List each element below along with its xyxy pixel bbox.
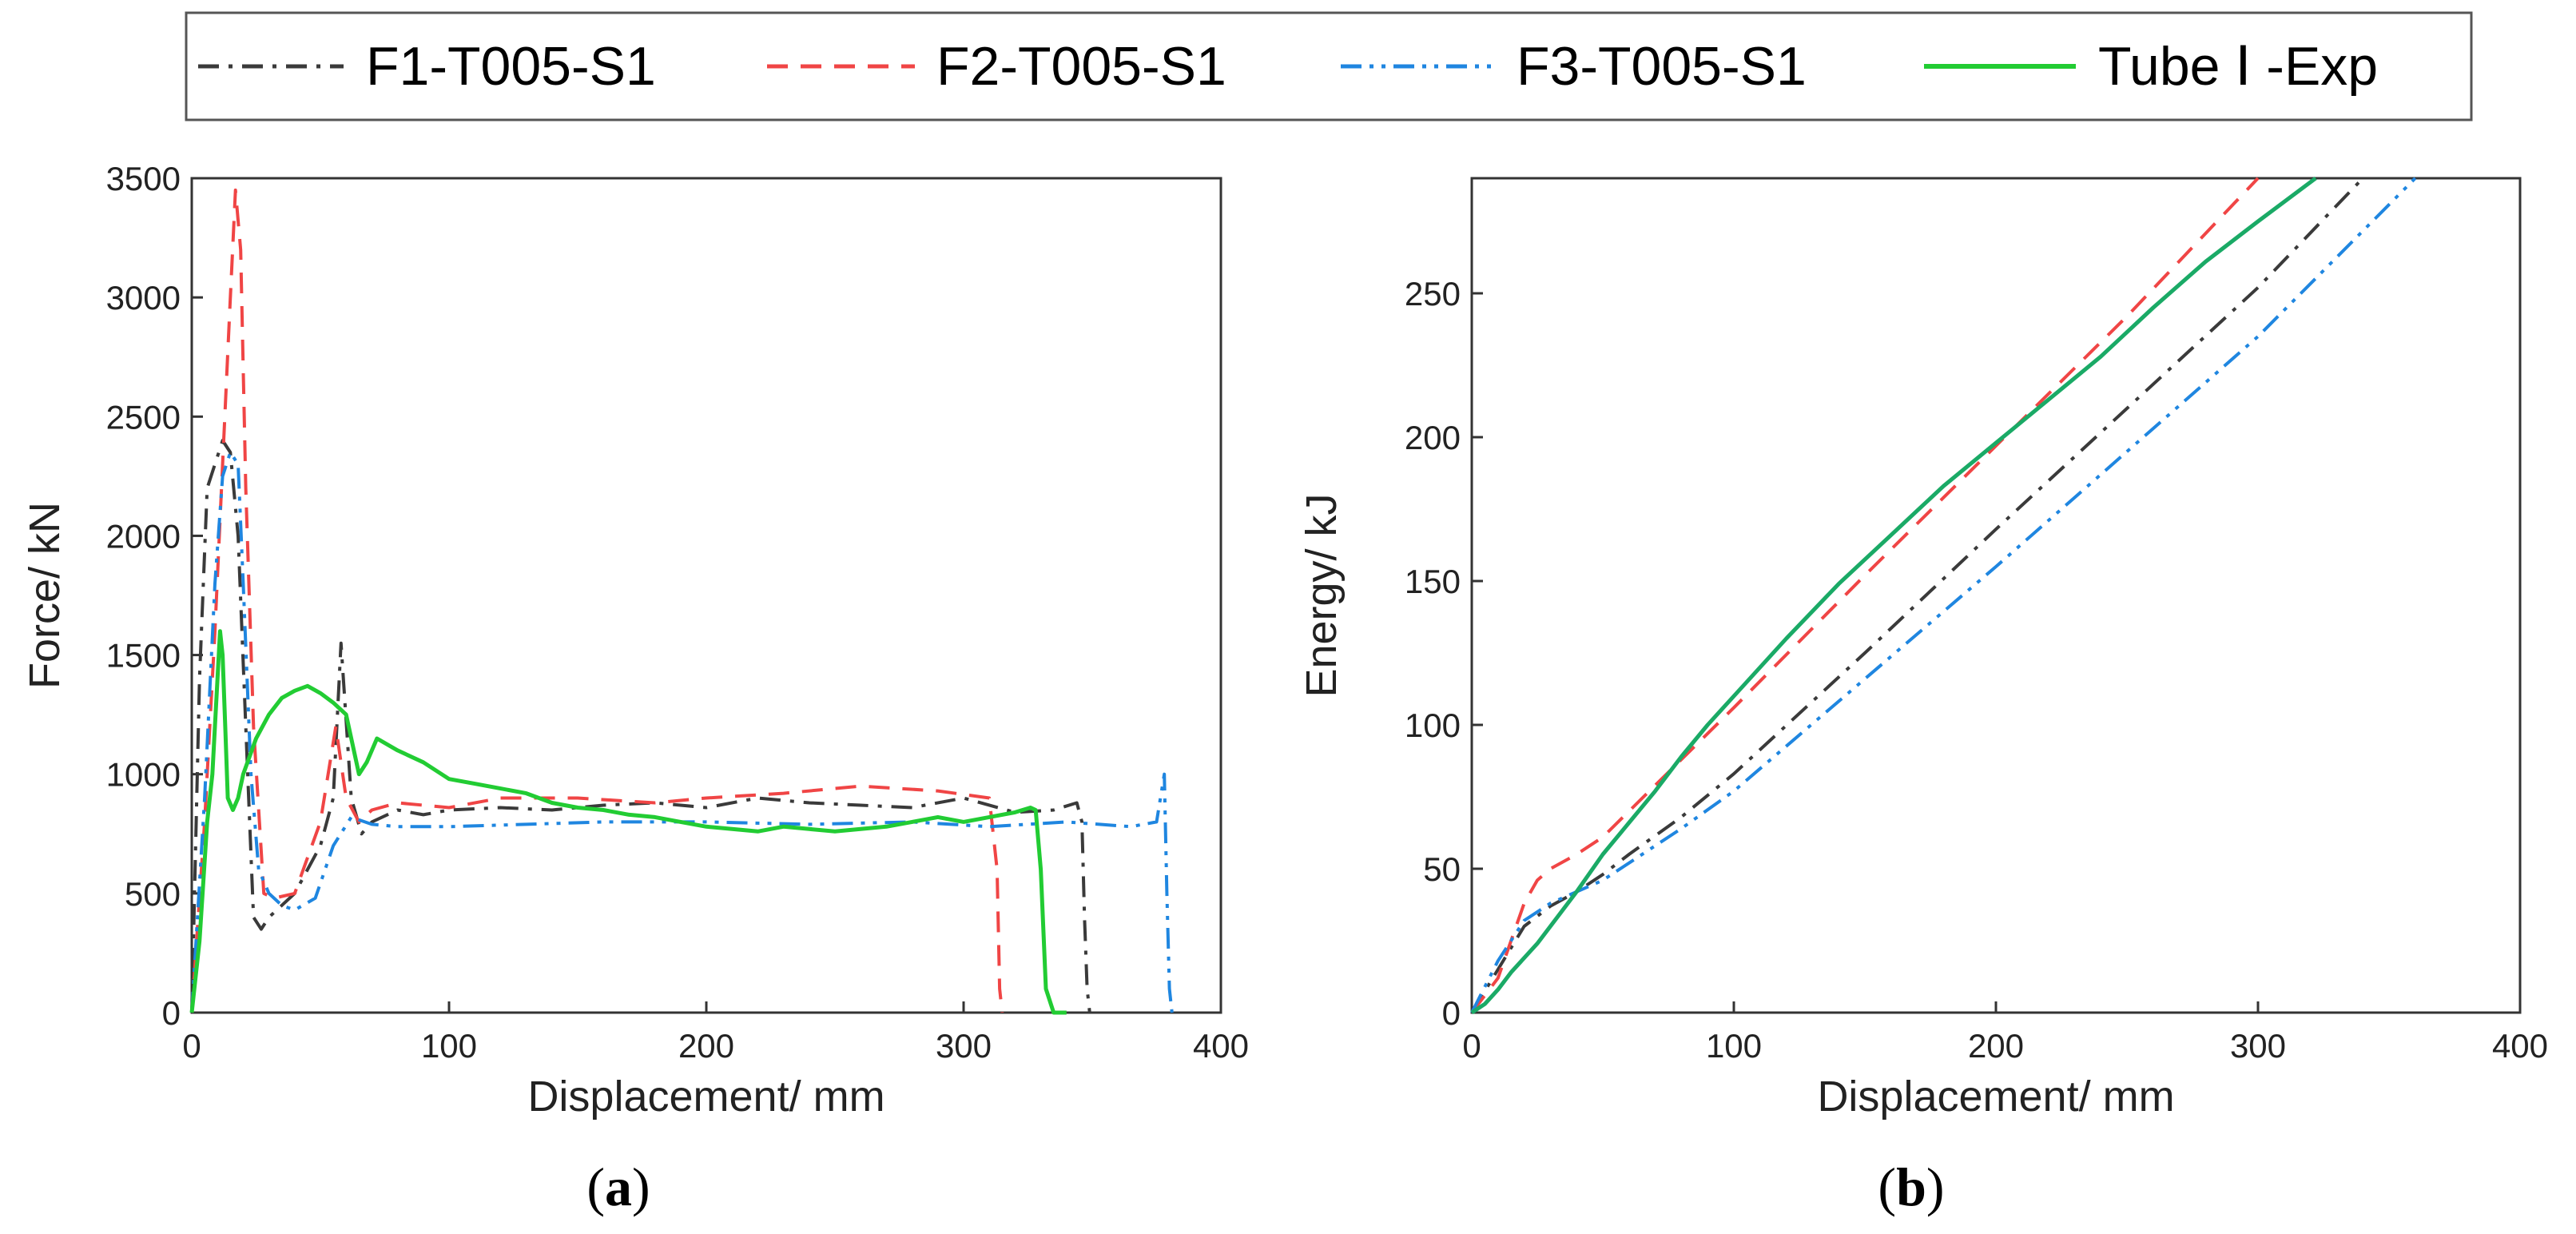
legend-label-f1: F1-T005-S1 [366,36,656,97]
chart-a-x-tick-label: 200 [678,1027,734,1065]
legend: F1-T005-S1 F2-T005-S1 F3-T005-S1 Tube Ⅰ … [185,11,2473,121]
legend-label-exp: Tube Ⅰ -Exp [2098,36,2378,97]
caption-a: (a) [586,1156,650,1217]
caption-a-close: ) [632,1156,650,1217]
chart-a-y-ticks: 0 500 1000 1500 2000 2500 3000 3500 [106,160,203,1032]
chart-b-y-tick-label: 150 [1405,563,1461,600]
chart-b: 0 50 100 150 200 250 0 100 200 300 400 Displaceme… [1298,176,2548,1121]
chart-a-series-3 [190,451,1174,1013]
caption-b-open: ( [1878,1156,1896,1217]
chart-b-x-tick-label: 400 [2492,1027,2548,1065]
chart-b-y-tick-label: 250 [1405,275,1461,312]
chart-b-x-tick-label: 100 [1706,1027,1762,1065]
chart-b-series [1470,176,2417,1015]
chart-b-series-1 [1470,177,2364,1014]
chart-a-x-tick-label: 100 [421,1027,477,1065]
chart-b-y-tick-label: 100 [1405,707,1461,744]
chart-b-y-ticks: 0 50 100 150 200 250 [1405,275,1483,1032]
chart-a-x-ticks: 0 100 200 300 400 [182,1001,1249,1065]
chart-a-x-label: Displacement/ mm [527,1073,885,1121]
chart-a-y-tick-label: 3500 [106,160,181,197]
legend-label-f3: F3-T005-S1 [1517,36,1807,97]
chart-a-x-tick-label: 0 [182,1027,201,1065]
chart-b-y-tick-label: 0 [1442,994,1461,1032]
chart-b-y-tick-label: 50 [1423,850,1461,888]
chart-a-series-1 [190,439,1091,1013]
chart-a-series [189,188,1174,1015]
caption-b-letter: b [1896,1156,1926,1217]
chart-b-series-2 [1470,177,2260,1014]
chart-a-y-tick-label: 500 [125,875,181,913]
chart-a: 0 500 1000 1500 2000 2500 3000 3500 0 100 200 300 4… [21,160,1249,1121]
legend-frame [185,11,2473,121]
chart-a-y-tick-label: 1000 [106,756,181,794]
legend-label-f2: F2-T005-S1 [936,36,1226,97]
chart-a-x-tick-label: 400 [1193,1027,1249,1065]
chart-a-y-tick-label: 2000 [106,517,181,555]
chart-b-x-tick-label: 0 [1462,1027,1481,1065]
chart-b-series-3 [1470,177,2417,1013]
caption-b: (b) [1878,1156,1944,1217]
chart-b-y-label: Energy/ kJ [1298,493,1346,697]
caption-a-open: ( [586,1156,605,1217]
chart-b-x-label: Displacement/ mm [1817,1073,2174,1121]
chart-a-y-label: Force/ kN [21,502,69,689]
chart-a-y-tick-label: 2500 [106,398,181,436]
chart-a-y-tick-label: 0 [162,994,181,1032]
caption-a-letter: a [605,1156,632,1217]
chart-a-plot-frame [190,177,1222,1014]
chart-a-y-tick-label: 3000 [106,279,181,316]
chart-b-y-tick-label: 200 [1405,419,1461,456]
chart-b-x-tick-label: 300 [2230,1027,2286,1065]
chart-b-series-4 [1470,176,2317,1015]
chart-b-plot-frame [1470,177,2522,1014]
chart-b-x-ticks: 0 100 200 300 400 [1462,1001,2548,1065]
chart-a-series-2 [190,188,1004,1013]
chart-b-x-tick-label: 200 [1968,1027,2024,1065]
chart-a-y-tick-label: 1500 [106,637,181,675]
chart-a-x-tick-label: 300 [936,1027,992,1065]
caption-b-close: ) [1926,1156,1945,1217]
chart-a-series-4 [189,629,1067,1015]
